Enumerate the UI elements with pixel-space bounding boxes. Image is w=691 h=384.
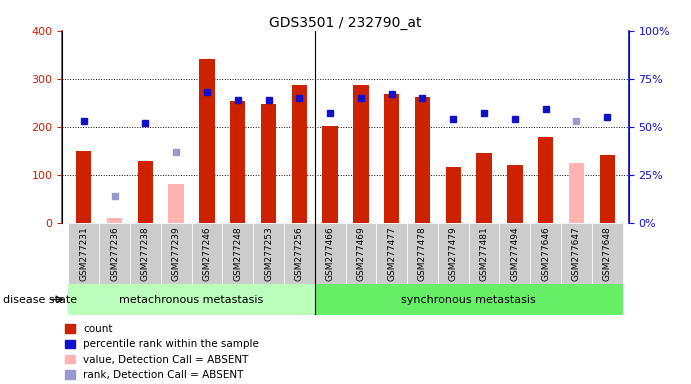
Bar xyxy=(130,223,161,284)
Text: GSM277239: GSM277239 xyxy=(171,226,180,281)
Bar xyxy=(68,284,314,315)
Text: GSM277231: GSM277231 xyxy=(79,226,88,281)
Bar xyxy=(569,163,584,223)
Text: GSM277481: GSM277481 xyxy=(480,226,489,281)
Bar xyxy=(99,223,130,284)
Bar xyxy=(292,85,307,223)
Bar xyxy=(138,161,153,223)
Bar xyxy=(161,223,191,284)
Bar xyxy=(314,284,623,315)
Bar xyxy=(253,223,284,284)
Text: disease state: disease state xyxy=(3,295,77,305)
Text: GSM277236: GSM277236 xyxy=(110,226,119,281)
Text: GSM277466: GSM277466 xyxy=(325,226,334,281)
Text: GSM277646: GSM277646 xyxy=(541,226,550,281)
Text: GSM277469: GSM277469 xyxy=(357,226,366,281)
Bar xyxy=(107,218,122,223)
Bar xyxy=(346,223,377,284)
Bar xyxy=(500,223,530,284)
Bar xyxy=(476,153,492,223)
Bar xyxy=(261,104,276,223)
Text: GSM277479: GSM277479 xyxy=(448,226,457,281)
Legend: count, percentile rank within the sample, value, Detection Call = ABSENT, rank, : count, percentile rank within the sample… xyxy=(61,320,263,384)
Bar xyxy=(507,165,522,223)
Bar xyxy=(600,155,615,223)
Bar xyxy=(323,126,338,223)
Bar xyxy=(446,167,461,223)
Text: GSM277477: GSM277477 xyxy=(387,226,396,281)
Text: GSM277238: GSM277238 xyxy=(141,226,150,281)
Bar xyxy=(530,223,561,284)
Bar xyxy=(284,223,314,284)
Text: GSM277246: GSM277246 xyxy=(202,226,211,281)
Bar xyxy=(538,137,553,223)
Bar xyxy=(230,101,245,223)
Bar xyxy=(377,223,407,284)
Bar xyxy=(407,223,438,284)
Bar xyxy=(199,59,215,223)
Bar xyxy=(76,151,91,223)
Bar xyxy=(438,223,468,284)
Text: GSM277256: GSM277256 xyxy=(295,226,304,281)
Bar xyxy=(191,223,223,284)
Bar xyxy=(415,98,430,223)
Text: GSM277478: GSM277478 xyxy=(418,226,427,281)
Bar xyxy=(592,223,623,284)
Text: GSM277253: GSM277253 xyxy=(264,226,273,281)
Text: GSM277647: GSM277647 xyxy=(572,226,581,281)
Text: GSM277494: GSM277494 xyxy=(511,226,520,281)
Bar xyxy=(169,184,184,223)
Bar xyxy=(223,223,253,284)
Text: synchronous metastasis: synchronous metastasis xyxy=(401,295,536,305)
Bar xyxy=(314,223,346,284)
Bar xyxy=(68,223,99,284)
Bar xyxy=(384,94,399,223)
Title: GDS3501 / 232790_at: GDS3501 / 232790_at xyxy=(269,16,422,30)
Text: metachronous metastasis: metachronous metastasis xyxy=(120,295,264,305)
Bar xyxy=(468,223,500,284)
Text: GSM277248: GSM277248 xyxy=(234,226,243,281)
Bar xyxy=(561,223,592,284)
Bar xyxy=(353,85,368,223)
Text: GSM277648: GSM277648 xyxy=(603,226,612,281)
